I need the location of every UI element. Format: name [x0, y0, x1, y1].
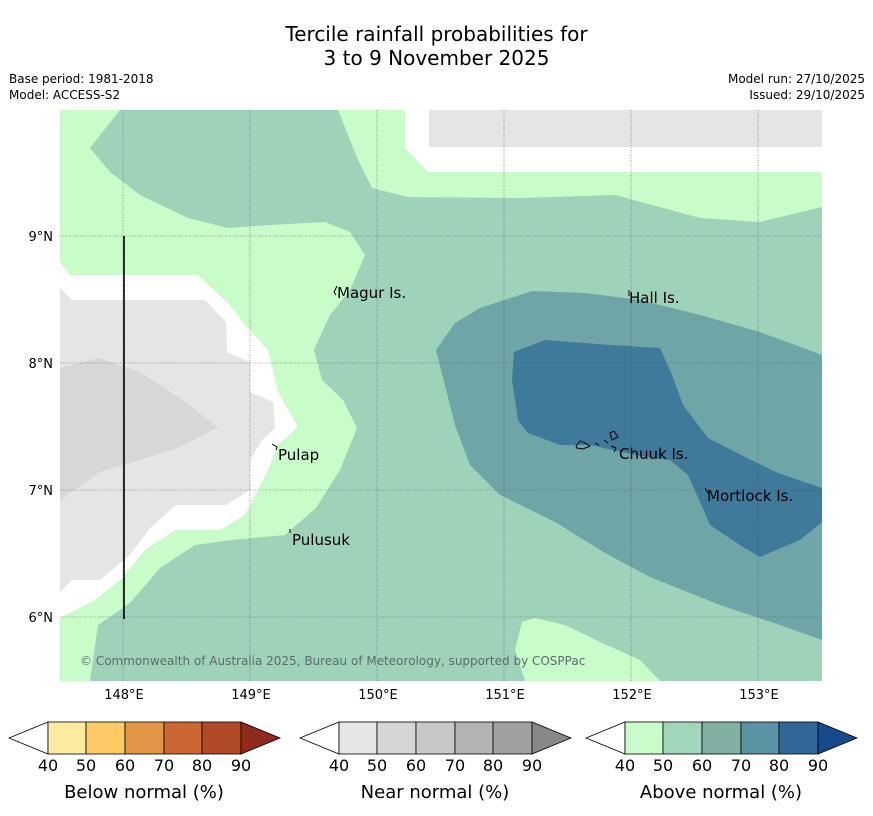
- legend-below-tick: 60: [115, 756, 135, 775]
- legend-above-title: Above normal (%): [640, 782, 802, 803]
- x-tick-label: 149°E: [231, 688, 271, 703]
- map-area[interactable]: Magur Is. Hall Is. Pulap Chuuk Is. Mortl…: [60, 110, 822, 681]
- legend-above-swatch: [624, 721, 664, 755]
- legend-near-tick: 60: [406, 756, 426, 775]
- x-axis-labels: 148°E 149°E 150°E 151°E 152°E 153°E: [104, 688, 779, 703]
- legend-near-swatch: [415, 721, 456, 755]
- y-tick-label: 6°N: [29, 611, 54, 626]
- legend-below-tick: 90: [231, 756, 251, 775]
- chuuk-lagoon: [575, 430, 619, 453]
- y-tick-label: 9°N: [29, 230, 54, 245]
- legend-above-tick: 40: [615, 756, 635, 775]
- legend-near-tick: 40: [329, 756, 349, 775]
- x-tick-label: 148°E: [104, 688, 144, 703]
- model-run: Model run: 27/10/2025: [727, 72, 865, 86]
- place-label: Hall Is.: [629, 289, 680, 307]
- legend-near-tick: 50: [367, 756, 387, 775]
- near-normal-50-region: [60, 358, 218, 500]
- x-tick-label: 153°E: [739, 688, 779, 703]
- issued-date: Issued: 29/10/2025: [749, 88, 865, 102]
- legend-below-swatch: [163, 721, 203, 755]
- meta-right: Model run: 27/10/2025 Issued: 29/10/2025: [728, 71, 865, 103]
- title-line-2: 3 to 9 November 2025: [323, 46, 550, 70]
- legend-near-swatch: [454, 721, 494, 755]
- legend-near-swatch: [492, 721, 533, 755]
- legend-near-tick: 80: [483, 756, 503, 775]
- legend-above-swatch: [701, 721, 742, 755]
- legend-near-high-arrow: [531, 721, 573, 755]
- legend-above-low-arrow: [584, 721, 626, 755]
- legend-above-swatch: [662, 721, 703, 755]
- x-tick-label: 152°E: [612, 688, 652, 703]
- copyright-notice: © Commonwealth of Australia 2025, Bureau…: [80, 654, 585, 668]
- near-normal-top-region: [429, 110, 822, 147]
- legend-below-title: Below normal (%): [64, 782, 224, 803]
- legend-near-title: Near normal (%): [361, 782, 510, 803]
- place-labels: Magur Is. Hall Is. Pulap Chuuk Is. Mortl…: [278, 284, 793, 549]
- legend-below-swatch: [47, 721, 87, 755]
- legend-above-swatch: [778, 721, 819, 755]
- legend-near-swatch: [376, 721, 417, 755]
- place-label: Pulusuk: [292, 531, 350, 549]
- legend-above-tick: 60: [692, 756, 712, 775]
- legend-below-high-arrow: [240, 721, 282, 755]
- legend-near-swatch: [338, 721, 378, 755]
- legend-below: 40 50 60 70 80 90 Below normal (%): [7, 721, 282, 803]
- legend-above-tick: 50: [653, 756, 673, 775]
- legend-below-swatch: [201, 721, 242, 755]
- legend-near: 40 50 60 70 80 90 Near normal (%): [298, 721, 573, 803]
- legend-below-tick: 70: [154, 756, 174, 775]
- legend-below-tick: 40: [38, 756, 58, 775]
- legend-near-low-arrow: [298, 721, 340, 755]
- gridlines: [60, 110, 822, 681]
- title-line-1: Tercile rainfall probabilities for: [285, 22, 588, 46]
- legend-above-tick: 70: [731, 756, 751, 775]
- place-label: Pulap: [278, 446, 319, 464]
- legend-below-low-arrow: [7, 721, 49, 755]
- legend-near-tick: 70: [445, 756, 465, 775]
- pulap-island: [271, 443, 278, 451]
- place-label: Chuuk Is.: [619, 445, 688, 463]
- mortlock-island: [704, 487, 709, 494]
- chart-title: Tercile rainfall probabilities for 3 to …: [0, 22, 873, 70]
- base-period: Base period: 1981-2018: [9, 72, 154, 86]
- y-tick-label: 7°N: [29, 484, 54, 499]
- above-70-region: [512, 340, 822, 557]
- x-tick-label: 151°E: [485, 688, 525, 703]
- magur-island: [333, 285, 338, 296]
- place-label: Mortlock Is.: [707, 487, 793, 505]
- legend-above: 40 50 60 70 80 90 Above normal (%): [584, 721, 859, 803]
- legend-below-tick: 80: [192, 756, 212, 775]
- legend-below-swatch: [124, 721, 165, 755]
- island-outlines: [271, 285, 709, 533]
- legend-above-tick: 90: [808, 756, 828, 775]
- legend-near-tick: 90: [522, 756, 542, 775]
- legend-below-tick: 50: [76, 756, 96, 775]
- y-tick-label: 8°N: [29, 357, 54, 372]
- above-40-pocket: [515, 618, 660, 681]
- y-axis-labels: 9°N 8°N 7°N 6°N: [29, 230, 54, 626]
- meta-left: Base period: 1981-2018 Model: ACCESS-S2: [9, 71, 154, 103]
- place-label: Magur Is.: [337, 284, 406, 302]
- x-tick-label: 150°E: [358, 688, 398, 703]
- legend-below-swatch: [85, 721, 126, 755]
- legend-above-tick: 80: [769, 756, 789, 775]
- legend-above-swatch: [740, 721, 780, 755]
- model-name: Model: ACCESS-S2: [9, 88, 121, 102]
- legend-above-high-arrow: [817, 721, 859, 755]
